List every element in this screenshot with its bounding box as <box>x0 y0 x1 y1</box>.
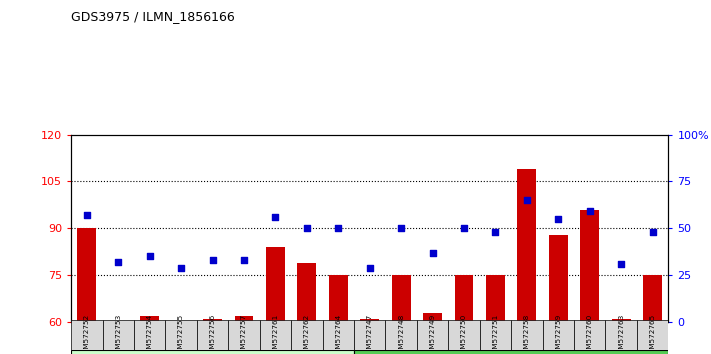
Point <box>521 198 533 203</box>
Point <box>459 225 470 231</box>
Bar <box>235 316 253 322</box>
Point <box>238 257 250 263</box>
Point <box>207 257 218 263</box>
Bar <box>134 320 166 350</box>
Bar <box>542 320 574 350</box>
Text: GSM572765: GSM572765 <box>650 313 656 354</box>
Point <box>427 250 438 256</box>
Text: GSM572757: GSM572757 <box>241 313 247 354</box>
Bar <box>102 320 134 350</box>
Text: GSM572761: GSM572761 <box>272 313 279 354</box>
Text: GSM572749: GSM572749 <box>429 313 436 354</box>
Text: GSM572763: GSM572763 <box>618 313 624 354</box>
Point <box>333 225 344 231</box>
Text: GSM572756: GSM572756 <box>210 313 215 354</box>
Bar <box>486 275 505 322</box>
Point <box>176 265 187 270</box>
Bar <box>197 320 228 350</box>
Text: GSM572755: GSM572755 <box>178 313 184 354</box>
Bar <box>291 320 323 350</box>
Point <box>395 225 407 231</box>
Text: GSM572752: GSM572752 <box>84 313 90 354</box>
Point <box>616 261 627 267</box>
Bar <box>329 275 348 322</box>
Text: GSM572753: GSM572753 <box>115 313 122 354</box>
Bar <box>323 320 354 350</box>
Bar <box>228 320 260 350</box>
Bar <box>449 320 480 350</box>
Point <box>144 253 156 259</box>
Bar <box>140 316 159 322</box>
Bar <box>574 320 606 350</box>
Text: GSM572751: GSM572751 <box>493 313 498 354</box>
Text: GSM572750: GSM572750 <box>461 313 467 354</box>
Bar <box>606 320 637 350</box>
Bar <box>266 247 285 322</box>
Bar <box>360 319 379 322</box>
Text: GSM572747: GSM572747 <box>367 313 373 354</box>
Point <box>112 259 124 265</box>
Point <box>647 229 658 235</box>
Bar <box>580 210 599 322</box>
Text: GSM572758: GSM572758 <box>524 313 530 354</box>
Point <box>301 225 313 231</box>
Bar <box>423 313 442 322</box>
Bar <box>297 263 316 322</box>
Point <box>552 216 564 222</box>
Bar <box>637 320 668 350</box>
Point <box>81 212 92 218</box>
Bar <box>203 319 222 322</box>
Bar <box>454 275 474 322</box>
Bar <box>385 320 417 350</box>
Point <box>269 214 281 220</box>
Bar <box>77 228 96 322</box>
Bar <box>417 320 449 350</box>
Bar <box>260 320 291 350</box>
Bar <box>166 320 197 350</box>
Text: GSM572760: GSM572760 <box>587 313 593 354</box>
Bar <box>480 320 511 350</box>
Text: GSM572762: GSM572762 <box>304 313 310 354</box>
Text: GSM572748: GSM572748 <box>398 313 404 354</box>
Point <box>584 209 595 214</box>
Bar <box>643 275 662 322</box>
Text: GSM572759: GSM572759 <box>555 313 561 354</box>
Bar <box>549 235 568 322</box>
Bar <box>71 320 102 350</box>
Text: GSM572764: GSM572764 <box>336 313 341 354</box>
Point <box>364 265 375 270</box>
Bar <box>392 275 410 322</box>
Text: GSM572754: GSM572754 <box>146 313 153 354</box>
Bar <box>71 350 354 354</box>
Bar <box>511 320 542 350</box>
Bar <box>354 320 385 350</box>
Text: GDS3975 / ILMN_1856166: GDS3975 / ILMN_1856166 <box>71 10 235 23</box>
Bar <box>611 319 631 322</box>
Point <box>490 229 501 235</box>
Bar <box>354 350 668 354</box>
Bar <box>518 169 536 322</box>
